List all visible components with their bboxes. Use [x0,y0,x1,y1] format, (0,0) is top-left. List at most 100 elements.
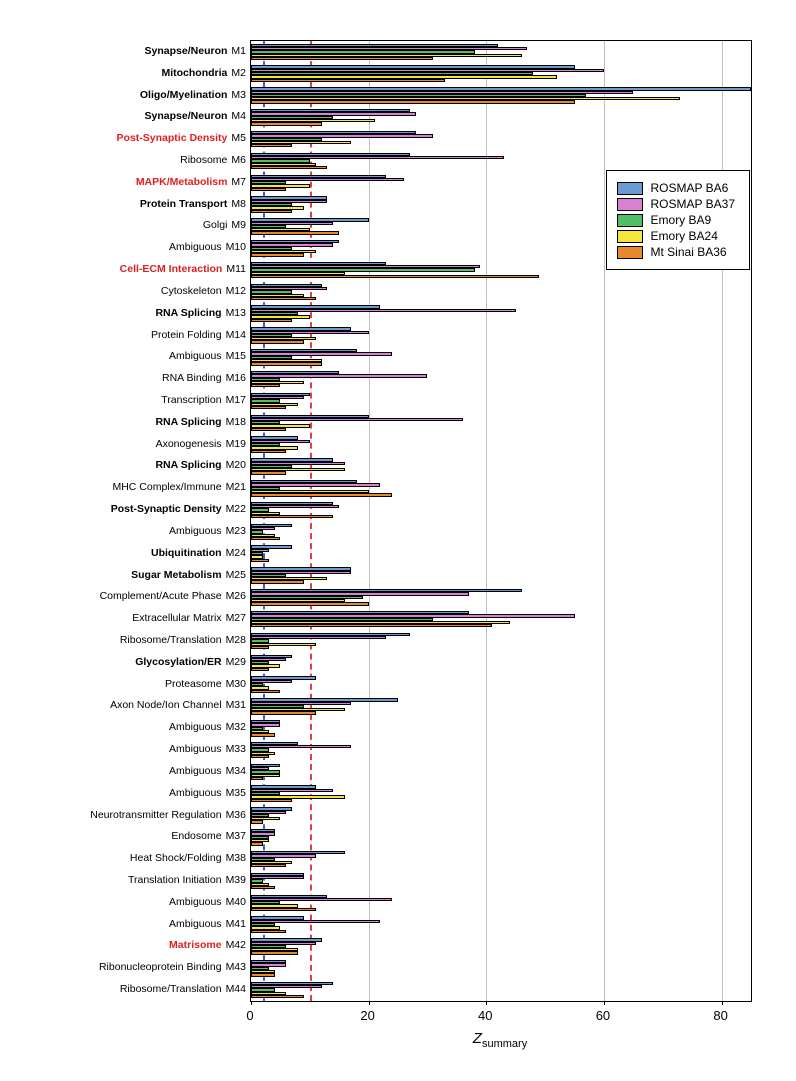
legend-label: Emory BA24 [651,229,718,243]
module-code: M37 [226,830,246,842]
module-name: Neurotransmitter Regulation [90,809,221,821]
legend-swatch [617,214,643,227]
bar [251,602,369,605]
legend-label: Mt Sinai BA36 [651,245,727,259]
module-code: M21 [226,481,246,493]
bar [251,122,322,125]
bar [251,636,386,639]
x-tick-label: 80 [713,1008,727,1023]
legend-item: Emory BA9 [617,213,735,227]
module-name: Proteasome [165,678,222,690]
x-tick [604,1001,605,1005]
module-label: AmbiguousM15 [169,351,246,362]
legend-label: ROSMAP BA6 [651,181,729,195]
module-name: RNA Binding [162,372,222,384]
bar [251,493,392,496]
module-label: EndosomeM37 [171,831,246,842]
bar [251,362,322,365]
module-label: MHC Complex/Immune M21 [112,482,246,493]
module-code: M2 [231,67,246,79]
bar [251,384,280,387]
module-code: M14 [226,329,246,341]
bar [251,930,286,933]
module-label: Sugar Metabolism M25 [131,570,246,581]
module-code: M23 [226,525,246,537]
module-code: M16 [226,372,246,384]
module-label: MitochondriaM2 [161,68,246,79]
module-name: Synapse/Neuron [145,45,228,57]
bar [251,951,298,954]
legend-item: Mt Sinai BA36 [617,245,735,259]
module-label: Neurotransmitter Regulation M36 [90,810,246,821]
module-label: CytoskeletonM12 [161,286,246,297]
module-label: AmbiguousM33 [169,744,246,755]
bar [251,842,263,845]
module-code: M32 [226,721,246,733]
module-label: Axon Node/Ion Channel M31 [110,700,246,711]
module-name: Matrisome [169,939,222,951]
bar [251,79,445,82]
bar [251,995,304,998]
module-name: Ambiguous [169,721,222,733]
legend: ROSMAP BA6ROSMAP BA37Emory BA9Emory BA24… [606,170,750,270]
module-code: M3 [231,89,246,101]
module-label: Glycosylation/ERM29 [135,657,246,668]
module-code: M6 [231,154,246,166]
module-label: AxonogenesisM19 [156,439,246,450]
module-code: M31 [226,699,246,711]
x-tick-label: 40 [478,1008,492,1023]
module-code: M28 [226,634,246,646]
module-label: GolgiM9 [203,220,246,231]
module-label: RNA SplicingM13 [155,308,246,319]
module-name: RNA Splicing [155,416,221,428]
bar [251,100,575,103]
module-name: Complement/Acute Phase [100,590,222,602]
bar [251,733,275,736]
bar [251,471,286,474]
bar [251,450,286,453]
module-code: M13 [226,307,246,319]
module-label: Post-Synaptic DensityM5 [117,133,246,144]
legend-swatch [617,182,643,195]
gridline [369,41,370,1001]
module-name: Axon Node/Ion Channel [110,699,222,711]
module-name: MHC Complex/Immune [112,481,221,493]
module-code: M20 [226,459,246,471]
module-name: Axonogenesis [156,438,222,450]
module-code: M41 [226,918,246,930]
module-label: UbiquitinationM24 [151,548,246,559]
module-label: Ribonucleoprotein BindingM43 [99,962,246,973]
module-code: M1 [231,45,246,57]
module-name: Sugar Metabolism [131,569,221,581]
bar [251,340,304,343]
bar [251,624,492,627]
module-code: M8 [231,198,246,210]
module-label: Translation InitiationM39 [128,875,246,886]
module-name: Ambiguous [169,743,222,755]
module-label: MatrisomeM42 [169,940,246,951]
bar [251,210,292,213]
module-code: M25 [226,569,246,581]
module-name: Ribosome/Translation [120,983,222,995]
bar [251,711,316,714]
bar [251,188,286,191]
module-name: Post-Synaptic Density [111,503,222,515]
module-code: M34 [226,765,246,777]
module-name: Ambiguous [169,896,222,908]
module-label: Complement/Acute PhaseM26 [100,591,246,602]
module-name: Ambiguous [169,525,222,537]
module-label: Ambiguous M41 [169,919,246,930]
bar [251,144,292,147]
module-code: M17 [226,394,246,406]
bar [251,275,539,278]
module-name: Ambiguous [169,918,222,930]
bar [251,559,269,562]
module-code: M18 [226,416,246,428]
bar [251,580,304,583]
module-label: RNA Splicing M18 [155,417,246,428]
bar [251,231,339,234]
module-code: M9 [231,219,246,231]
module-code: M24 [226,547,246,559]
module-code: M36 [226,809,246,821]
module-label: Post-Synaptic DensityM22 [111,504,246,515]
